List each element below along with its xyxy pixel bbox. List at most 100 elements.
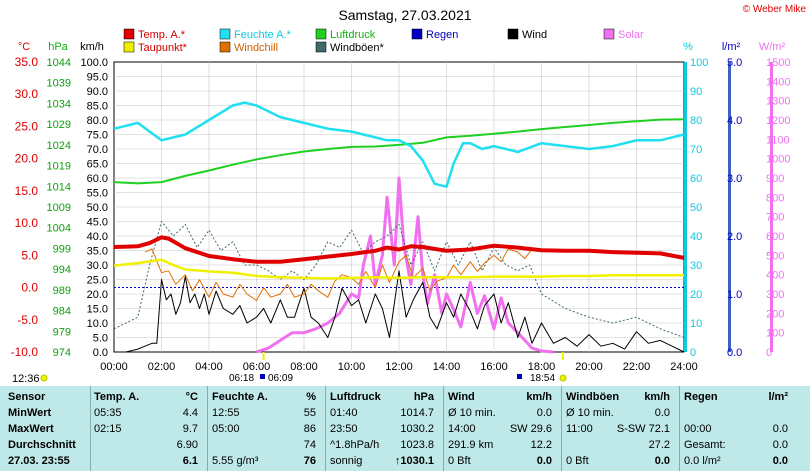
cell-1-temp-a: 02:15 xyxy=(94,423,122,435)
table-separator-4 xyxy=(561,386,562,471)
cell-0-gust-a: Ø 10 min. xyxy=(566,407,614,419)
tick-temp-3: 20.0 xyxy=(15,152,39,166)
header-press: Luftdruck xyxy=(330,391,381,403)
tick-humidity-2: 80 xyxy=(690,115,702,127)
tick-speed-14: 30.0 xyxy=(87,260,108,272)
tick-solar-14: 100 xyxy=(766,328,784,340)
row-label-0: MinWert xyxy=(8,407,52,419)
tick-solar-0: 1500 xyxy=(766,57,790,69)
credit-label: © Weber Mike xyxy=(743,4,807,15)
tick-humidity-10: 0 xyxy=(690,347,696,359)
tick-x-0: 00:00 xyxy=(100,361,128,373)
cell-0-wind-b: 0.0 xyxy=(536,407,552,419)
cell-0-wind-a: Ø 10 min. xyxy=(448,407,496,419)
tick-speed-13: 35.0 xyxy=(87,246,108,258)
table-separator-3 xyxy=(443,386,444,471)
tick-humidity-5: 50 xyxy=(690,202,702,214)
cell-1-wind-b: SW 29.6 xyxy=(509,423,552,435)
cell-2-wind-b: 12.2 xyxy=(530,439,552,451)
chart-title: Samstag, 27.03.2021 xyxy=(338,7,471,23)
tick-x-12: 24:00 xyxy=(670,361,698,373)
tick-pressure-2: 1034 xyxy=(47,98,71,110)
stats-table xyxy=(0,386,810,471)
cell-1-press-a: 23:50 xyxy=(330,423,358,435)
sunrise-time: 06:18 xyxy=(229,373,254,384)
tick-pressure-7: 1009 xyxy=(47,202,71,214)
legend-swatch-7 xyxy=(219,41,231,53)
cell-3-gust-a: 0 Bft xyxy=(566,455,589,467)
table-separator-0 xyxy=(90,386,91,471)
tick-speed-19: 5.0 xyxy=(93,333,108,345)
tick-speed-17: 15.0 xyxy=(87,304,108,316)
sunset-dot xyxy=(559,374,567,382)
series-wind xyxy=(114,270,685,353)
sunset-tick xyxy=(561,352,564,360)
tick-temp-8: -5.0 xyxy=(17,313,38,327)
cell-2-press-b: 1023.8 xyxy=(400,439,434,451)
legend-label-0: Temp. A.* xyxy=(138,29,186,41)
legend-swatch-4 xyxy=(507,28,519,40)
cell-2-wind-a: 291.9 km xyxy=(448,439,494,451)
cell-0-hum-a: 12:55 xyxy=(212,407,240,419)
tick-x-1: 02:00 xyxy=(148,361,176,373)
legend-label-7: Windchill xyxy=(234,42,278,54)
table-separator-5 xyxy=(679,386,680,471)
tick-solar-13: 200 xyxy=(766,308,784,320)
header-gust: Windböen xyxy=(566,391,620,403)
cell-1-gust-b: S-SW 72.1 xyxy=(616,423,670,435)
tick-temp-7: 0.0 xyxy=(21,281,38,295)
tick-solar-1: 1400 xyxy=(766,76,790,88)
tick-humidity-7: 30 xyxy=(690,260,702,272)
header-hum: Feuchte A. xyxy=(212,391,268,403)
tick-x-11: 22:00 xyxy=(623,361,651,373)
cell-0-temp-a: 05:35 xyxy=(94,407,122,419)
sunset-time: 18:54 xyxy=(530,373,555,384)
cell-1-hum-b: 86 xyxy=(303,423,316,435)
tick-speed-7: 65.0 xyxy=(87,159,108,171)
tick-pressure-3: 1029 xyxy=(47,119,71,131)
tick-pressure-5: 1019 xyxy=(47,161,71,173)
tick-speed-2: 90.0 xyxy=(87,86,108,98)
tick-pressure-4: 1024 xyxy=(47,140,71,152)
cell-3-rain-b: 0.0 xyxy=(772,455,788,467)
series-solar xyxy=(256,176,554,354)
header-hum-unit: % xyxy=(306,391,316,403)
cell-3-press-b: ↑1030.1 xyxy=(394,455,434,467)
tick-speed-5: 75.0 xyxy=(87,130,108,142)
tick-pressure-1: 1039 xyxy=(47,78,71,90)
cell-2-rain-a: Gesamt: xyxy=(684,439,726,451)
legend-label-2: Luftdruck xyxy=(330,29,376,41)
tick-temp-4: 15.0 xyxy=(15,184,39,198)
row-label-2: Durchschnitt xyxy=(8,439,76,451)
header-wind-unit: km/h xyxy=(526,391,552,403)
tick-solar-11: 400 xyxy=(766,270,784,282)
humidity-axis-bar xyxy=(684,62,687,352)
tick-speed-3: 85.0 xyxy=(87,101,108,113)
tick-pressure-12: 984 xyxy=(53,306,71,318)
cell-2-rain-b: 0.0 xyxy=(772,439,788,451)
tick-humidity-9: 10 xyxy=(690,318,702,330)
legend-swatch-3 xyxy=(411,28,423,40)
header-gust-unit: km/h xyxy=(644,391,670,403)
tick-humidity-4: 60 xyxy=(690,173,702,185)
cell-2-press-a: ^1.8hPa/h xyxy=(330,439,380,451)
series-temp-a xyxy=(113,235,685,264)
tick-speed-18: 10.0 xyxy=(87,318,108,330)
cell-2-temp-b: 6.90 xyxy=(176,439,198,451)
marker-left-dot xyxy=(40,374,48,382)
cell-3-hum-a: 5.55 g/m³ xyxy=(212,455,259,467)
tick-temp-2: 25.0 xyxy=(15,119,39,133)
cell-3-press-a: sonnig xyxy=(330,455,363,467)
header-wind: Wind xyxy=(448,391,475,403)
cell-3-hum-b: 76 xyxy=(303,455,316,467)
cell-3-wind-b: 0.0 xyxy=(536,455,552,467)
cell-3-gust-b: 0.0 xyxy=(654,455,670,467)
tick-solar-2: 1300 xyxy=(766,96,790,108)
tick-temp-1: 30.0 xyxy=(15,87,39,101)
tick-pressure-13: 979 xyxy=(53,326,71,338)
tick-pressure-8: 1004 xyxy=(47,223,71,235)
cell-0-press-a: 01:40 xyxy=(330,407,358,419)
cell-1-wind-a: 14:00 xyxy=(448,423,476,435)
tick-pressure-0: 1044 xyxy=(47,57,71,69)
tick-x-4: 08:00 xyxy=(290,361,318,373)
